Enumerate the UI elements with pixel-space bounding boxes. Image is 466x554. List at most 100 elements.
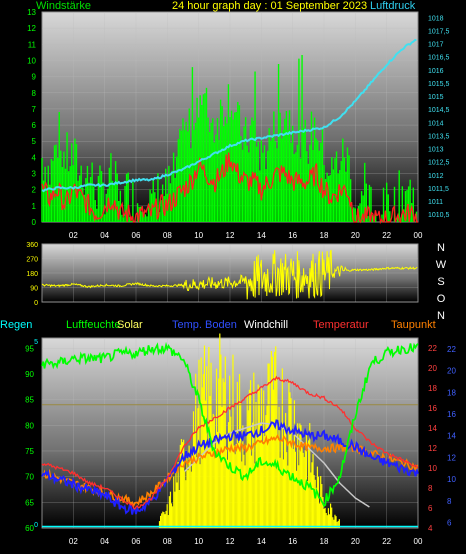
dir-label-n1: N <box>437 242 445 254</box>
top-right-tick: 1017,5 <box>428 28 450 35</box>
top-right-tick: 1011,5 <box>428 186 449 193</box>
wind-direction-line <box>41 249 418 300</box>
w-right-blue-tick: 10 <box>447 475 456 484</box>
w-x-tick: 06 <box>132 537 141 546</box>
w-right-blue-tick: 12 <box>447 453 456 462</box>
w-right-red-tick: 18 <box>428 384 437 393</box>
w-x-tick: 08 <box>163 537 172 546</box>
top-x-tick: 12 <box>226 231 235 240</box>
w-right-blue-tick: 6 <box>447 519 452 528</box>
top-x-tick: 16 <box>288 231 297 240</box>
w-x-tick: 00 <box>414 537 423 546</box>
w-right-red-tick: 14 <box>428 424 437 433</box>
top-left-tick: 8 <box>32 89 37 98</box>
top-right-tick: 1017 <box>428 42 444 49</box>
dir-label-n2: N <box>437 310 445 322</box>
top-right-tick: 1016 <box>428 68 444 75</box>
temperatur-line <box>41 375 419 510</box>
legend-row: Regen Luftfeuchte Solar Temp. Boden Wind… <box>0 319 466 333</box>
right-axis-label: Luftdruck <box>370 0 416 12</box>
top-x-tick: 18 <box>320 231 329 240</box>
top-left-tick: 3 <box>32 170 37 179</box>
top-right-tick: 1013 <box>428 147 444 154</box>
top-x-tick: 00 <box>414 231 423 240</box>
top-left-tick: 7 <box>32 105 37 114</box>
wind-speed-series <box>41 55 418 222</box>
w-right-red-tick: 22 <box>428 344 437 353</box>
legend-taupunkt: Taupunkt <box>391 319 436 331</box>
top-right-tick: 1014,5 <box>428 107 450 114</box>
top-left-tick: 5 <box>32 137 37 146</box>
w-right-red-tick: 4 <box>428 524 433 533</box>
w-left-tick: 95 <box>25 344 34 353</box>
top-x-tick: 06 <box>132 231 141 240</box>
w-x-tick: 10 <box>194 537 203 546</box>
w-x-tick: 14 <box>257 537 266 546</box>
legend-regen: Regen <box>0 319 33 331</box>
w-x-tick: 18 <box>320 537 329 546</box>
pressure-line <box>41 38 417 193</box>
top-right-tick: 1012 <box>428 173 444 180</box>
w-x-tick: 16 <box>288 537 297 546</box>
legend-windchill: Windchill <box>244 319 289 331</box>
w-right-blue-tick: 8 <box>447 497 452 506</box>
w-right-red-tick: 10 <box>428 464 437 473</box>
wind-gust-line <box>41 152 418 225</box>
w-left-tick: 60 <box>25 524 34 533</box>
legend-luftfeuchte: Luftfeuchte <box>66 319 121 331</box>
w-left-tick: 90 <box>25 370 34 379</box>
top-left-tick: 12 <box>27 24 36 33</box>
dir-label-o: O <box>436 293 446 305</box>
w-right-blue-tick: 16 <box>447 410 456 419</box>
top-x-tick: 10 <box>194 231 203 240</box>
legend-solar: Solar <box>117 319 143 331</box>
w-right-blue-tick: 18 <box>447 388 456 397</box>
w-left-tick: 80 <box>25 421 34 430</box>
top-left-tick: 2 <box>32 186 37 195</box>
dir-y-tick: 0 <box>34 300 38 307</box>
w-left-tick: 75 <box>25 447 34 456</box>
top-x-tick: 22 <box>382 231 391 240</box>
temp-boden-line <box>41 419 419 515</box>
w-x-tick: 04 <box>100 537 109 546</box>
top-right-tick: 1012,5 <box>428 160 450 167</box>
w-left-tick: 85 <box>25 396 34 405</box>
w-right-red-tick: 8 <box>428 484 433 493</box>
top-right-tick: 1014 <box>428 120 444 127</box>
top-left-tick: 10 <box>27 56 36 65</box>
top-x-tick: 02 <box>69 231 78 240</box>
w-x-tick: 02 <box>69 537 78 546</box>
dir-y-tick: 270 <box>26 257 38 264</box>
dir-y-tick: 90 <box>30 286 38 293</box>
dir-y-tick: 360 <box>26 242 38 249</box>
top-left-tick: 4 <box>32 153 37 162</box>
w-right-red-tick: 12 <box>428 444 437 453</box>
w-right-blue-tick: 20 <box>447 367 456 376</box>
w-right-blue-tick: 22 <box>447 345 456 354</box>
w-right-red-tick: 20 <box>428 364 437 373</box>
top-right-tick: 1015,5 <box>428 81 450 88</box>
w-x-tick: 12 <box>226 537 235 546</box>
top-left-tick: 11 <box>28 40 37 49</box>
top-right-tick: 1010,5 <box>428 212 450 219</box>
left-axis-label: Windstärke <box>36 0 92 12</box>
w-right-red-tick: 6 <box>428 504 433 513</box>
top-x-tick: 20 <box>351 231 360 240</box>
legend-temperatur: Temperatur <box>313 319 369 331</box>
top-right-tick: 1011 <box>428 199 443 206</box>
w-x-tick: 20 <box>351 537 360 546</box>
top-right-tick: 1013,5 <box>428 133 450 140</box>
dir-label-w: W <box>435 259 447 271</box>
direction-side-labels: N W S O N <box>434 240 448 325</box>
top-x-tick: 08 <box>163 231 172 240</box>
top-left-tick: 6 <box>32 121 37 130</box>
legend-temp-boden: Temp. Boden <box>172 319 237 331</box>
luftfeuchte-line <box>41 341 419 508</box>
top-left-tick: 0 <box>32 218 37 227</box>
w-right-red-tick: 16 <box>428 404 437 413</box>
top-right-tick: 1018 <box>428 15 444 22</box>
top-right-tick: 1015 <box>428 94 444 101</box>
chart-title: 24 hour graph day : 01 September 2023 <box>172 0 368 12</box>
top-left-tick: 13 <box>27 8 36 17</box>
